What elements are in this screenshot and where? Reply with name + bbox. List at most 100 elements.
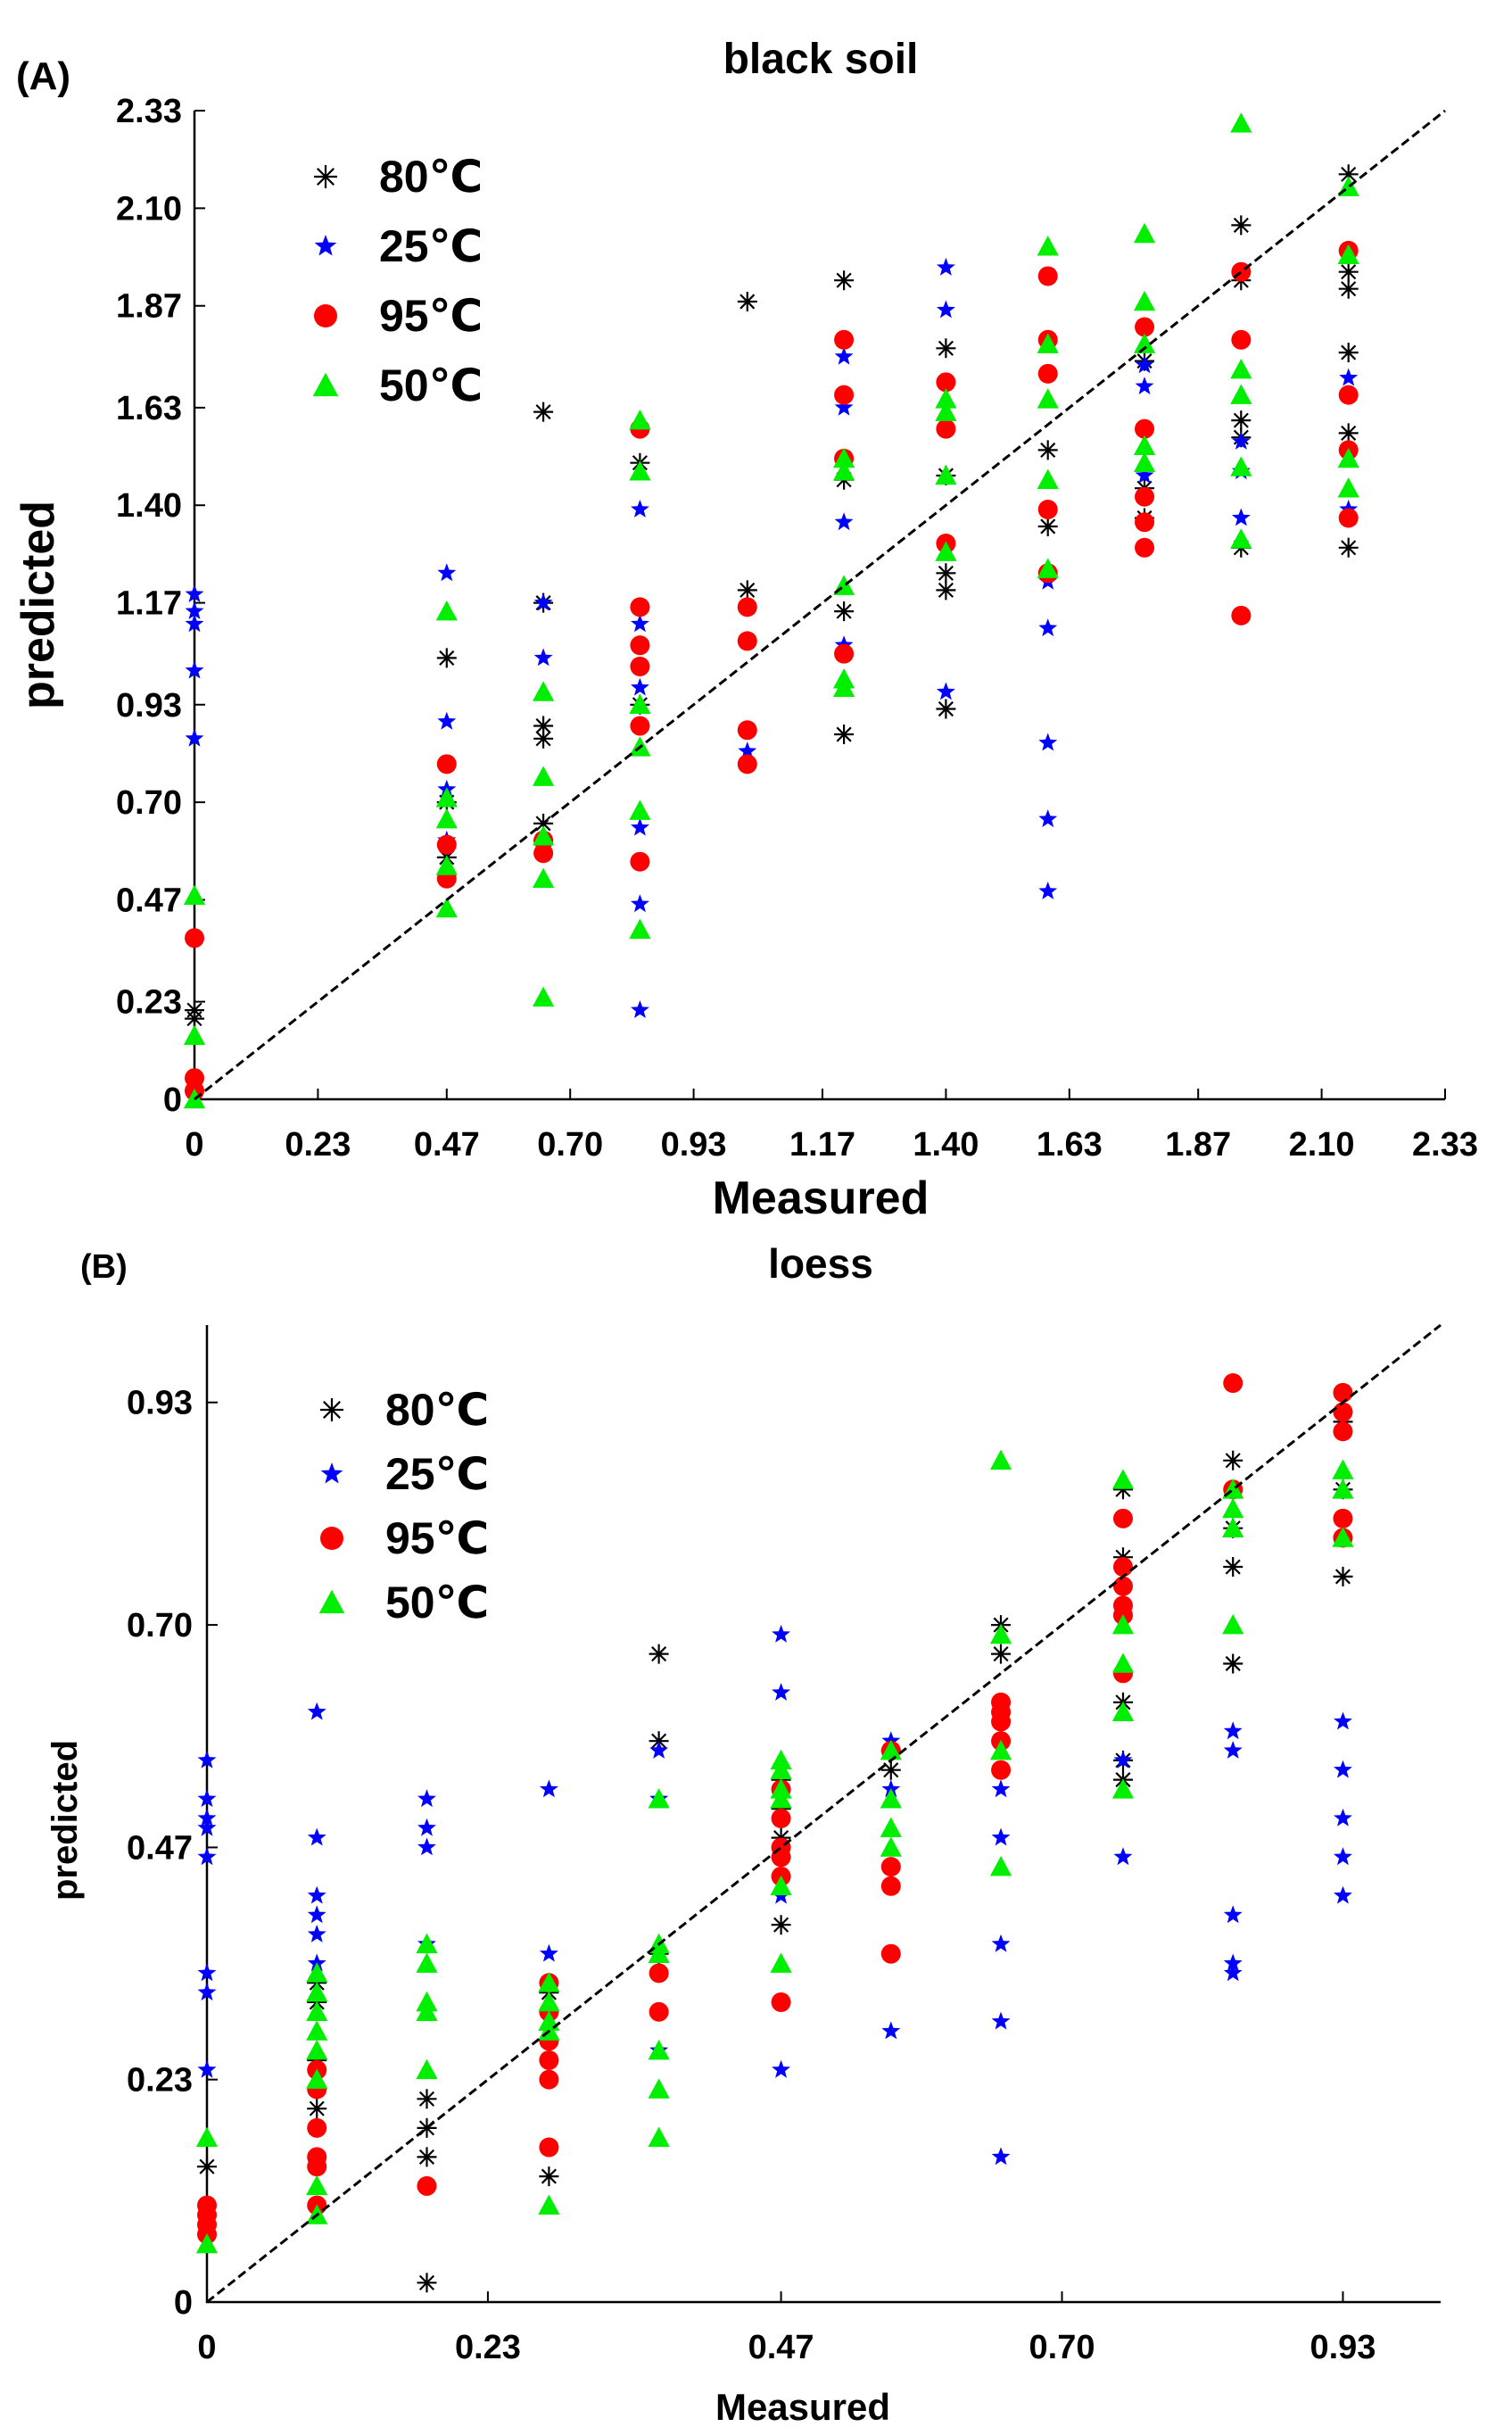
data-point — [195, 2126, 219, 2147]
data-point — [737, 580, 757, 601]
chart-black-soil: (A) black soil 0 0.23 0.47 0.70 0.93 1.17 1.40 1.… — [12, 36, 1478, 1224]
y-tick-label: 1.40 — [116, 487, 182, 525]
data-point — [631, 500, 649, 518]
data-point — [649, 1963, 669, 1984]
data-point — [1231, 410, 1252, 431]
data-point — [630, 716, 650, 736]
data-point — [533, 681, 555, 701]
data-point — [539, 2069, 559, 2090]
y-tick-label: 1.63 — [116, 390, 182, 427]
data-point — [648, 2040, 670, 2060]
data-point — [1037, 363, 1058, 384]
x-tick-label: 0.93 — [661, 1126, 727, 1164]
data-point — [1223, 1653, 1243, 1674]
y-tick-label: 0.47 — [127, 1829, 193, 1867]
y-tick-label: 2.33 — [116, 93, 182, 130]
data-point — [307, 2099, 327, 2119]
data-point — [737, 292, 757, 311]
data-point — [538, 1991, 560, 2012]
data-point — [772, 1683, 790, 1701]
data-point — [771, 1915, 791, 1935]
data-point — [437, 563, 457, 582]
data-point — [630, 597, 650, 617]
data-point — [539, 1779, 558, 1798]
y-axis-label: predicted — [45, 1740, 85, 1901]
data-point — [737, 597, 757, 617]
y-tick-label: 0.70 — [127, 1607, 193, 1644]
data-point — [1338, 385, 1359, 405]
data-point — [1111, 1469, 1135, 1489]
data-point — [1230, 112, 1252, 133]
data-point — [991, 1779, 1011, 1798]
data-point — [417, 2117, 437, 2138]
data-point — [1037, 388, 1059, 409]
data-point — [307, 1885, 326, 1904]
data-point — [935, 401, 957, 421]
data-point — [306, 2000, 328, 2022]
data-point — [435, 808, 458, 829]
data-point — [195, 2232, 219, 2254]
data-point — [1338, 423, 1359, 443]
data-point — [1135, 466, 1154, 484]
data-point — [1038, 809, 1058, 827]
data-point — [533, 648, 553, 667]
data-point — [936, 699, 956, 719]
data-point — [538, 1972, 560, 1992]
data-point — [197, 2157, 217, 2177]
data-point — [935, 541, 957, 561]
data-point — [1338, 164, 1359, 185]
data-point — [648, 2126, 670, 2147]
data-point — [1133, 451, 1156, 472]
legend-label: 95℃ — [379, 291, 483, 341]
data-point — [1333, 1508, 1353, 1528]
data-point — [185, 601, 204, 619]
data-point — [416, 1933, 438, 1954]
data-point — [437, 711, 457, 730]
data-point — [1231, 215, 1252, 236]
data-point — [771, 1847, 791, 1868]
y-tick-label: 2.10 — [116, 190, 182, 228]
series-star — [185, 257, 1359, 1018]
data-point — [539, 2137, 559, 2158]
data-point — [1338, 343, 1359, 363]
x-tick-label: 0.47 — [414, 1126, 480, 1164]
data-point — [1223, 1963, 1243, 1982]
legend-label: 25℃ — [385, 1449, 489, 1499]
data-point — [648, 1788, 670, 1809]
data-point — [936, 300, 955, 319]
data-point — [1333, 1421, 1353, 1442]
data-point — [991, 2011, 1011, 2030]
data-point — [648, 1942, 670, 1963]
data-point — [629, 410, 651, 430]
data-point — [991, 1644, 1011, 1664]
data-point — [1231, 431, 1251, 450]
data-point — [880, 1857, 901, 1877]
data-point — [1339, 368, 1359, 386]
data-point — [1222, 1517, 1244, 1537]
data-point — [648, 2078, 670, 2099]
data-point — [832, 676, 855, 698]
legend-label: 95℃ — [385, 1513, 489, 1563]
data-point — [629, 460, 651, 481]
data-point — [185, 614, 204, 633]
data-point — [936, 257, 955, 276]
y-tick-label: 0.47 — [116, 882, 182, 919]
data-point — [307, 1925, 326, 1942]
data-point — [1038, 882, 1058, 899]
data-point — [185, 928, 204, 948]
x-tick-label: 2.10 — [1289, 1126, 1355, 1164]
y-tick-label: 0.70 — [116, 784, 182, 822]
data-point — [832, 460, 855, 481]
data-point — [1037, 236, 1059, 256]
data-point — [307, 2117, 327, 2138]
data-point — [197, 1963, 217, 1982]
series-asterisk — [185, 164, 1359, 1101]
data-point — [197, 1808, 217, 1826]
data-point — [1222, 1497, 1244, 1519]
x-axis-label: Measured — [713, 1172, 930, 1224]
data-point — [772, 1624, 790, 1643]
x-tick-label: 0.93 — [1310, 2329, 1376, 2366]
legend-marker — [320, 1527, 343, 1550]
data-point — [1223, 1953, 1243, 1972]
legend-marker — [320, 1398, 343, 1421]
